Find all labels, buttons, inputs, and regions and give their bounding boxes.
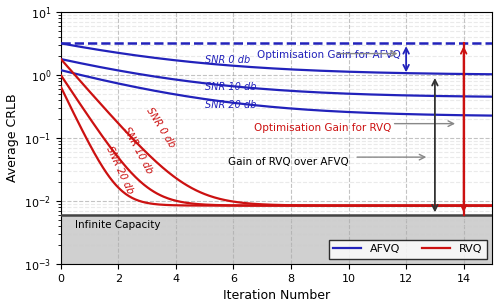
- Text: SNR 0 db: SNR 0 db: [205, 55, 250, 65]
- Text: SNR 10 db: SNR 10 db: [122, 125, 154, 175]
- Text: SNR 20 db: SNR 20 db: [205, 100, 256, 110]
- Legend: AFVQ, RVQ: AFVQ, RVQ: [329, 240, 487, 259]
- Text: SNR 20 db: SNR 20 db: [104, 145, 135, 196]
- Text: Gain of RVQ over AFVQ: Gain of RVQ over AFVQ: [228, 157, 349, 167]
- Text: SNR 0 db: SNR 0 db: [144, 106, 177, 150]
- Text: Optimisation Gain for AFVQ: Optimisation Gain for AFVQ: [256, 50, 400, 60]
- Text: Optimisation Gain for RVQ: Optimisation Gain for RVQ: [253, 123, 391, 133]
- Y-axis label: Average CRLB: Average CRLB: [5, 94, 18, 182]
- X-axis label: Iteration Number: Iteration Number: [223, 290, 330, 302]
- Text: SNR 10 db: SNR 10 db: [205, 82, 256, 92]
- Text: Infinite Capacity: Infinite Capacity: [75, 220, 161, 230]
